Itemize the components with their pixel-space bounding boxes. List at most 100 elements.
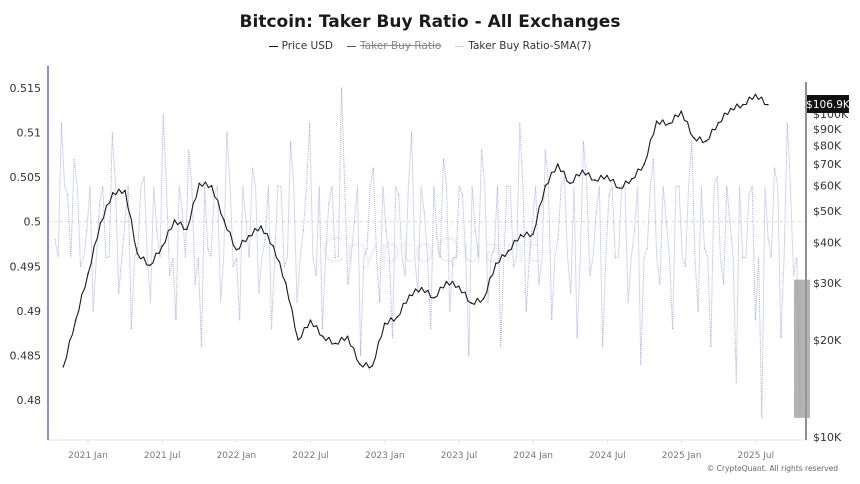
sma-point bbox=[461, 194, 464, 196]
current-price-label: $106.9K bbox=[806, 99, 851, 111]
right-axis-tick-label: $80K bbox=[813, 139, 842, 152]
sma-point bbox=[219, 301, 222, 303]
x-axis-tick-label: 2021 Jul bbox=[144, 451, 181, 461]
sma-point bbox=[442, 158, 445, 160]
sma-point bbox=[506, 185, 508, 187]
sma-point bbox=[595, 212, 597, 214]
sma-point bbox=[576, 337, 578, 339]
sma-point bbox=[60, 123, 62, 125]
sma-point bbox=[742, 256, 744, 258]
sma-point bbox=[735, 381, 737, 383]
sma-point bbox=[137, 247, 139, 250]
sma-line bbox=[54, 87, 801, 418]
x-axis-tick-label: 2023 Jul bbox=[441, 451, 478, 461]
x-axis-tick-label: 2025 Jul bbox=[737, 451, 774, 461]
sma-point bbox=[360, 354, 362, 357]
sma-point bbox=[264, 238, 266, 241]
sma-point bbox=[67, 194, 69, 196]
sma-point bbox=[589, 274, 591, 276]
sma-point bbox=[773, 167, 776, 169]
sma-point bbox=[181, 212, 183, 214]
legend-item-sma[interactable]: Taker Buy Ratio-SMA(7) bbox=[455, 40, 591, 52]
left-axis-tick-label: 0.49 bbox=[17, 305, 42, 318]
sma-point bbox=[245, 221, 247, 223]
legend-label-price: Price USD bbox=[281, 40, 333, 52]
left-axis-tick-label: 0.485 bbox=[10, 349, 42, 362]
sma-point bbox=[538, 283, 540, 285]
sma-point bbox=[366, 247, 368, 250]
sma-point bbox=[92, 310, 94, 312]
sma-point bbox=[289, 140, 292, 143]
legend-item-taker-buy-ratio[interactable]: Taker Buy Ratio bbox=[347, 40, 441, 52]
left-axis-tick-label: 0.505 bbox=[10, 171, 42, 184]
sma-point bbox=[239, 319, 241, 321]
right-axis-tick-label: $70K bbox=[813, 158, 842, 171]
sma-point bbox=[468, 354, 470, 357]
sma-point bbox=[582, 140, 585, 143]
sma-point bbox=[124, 221, 126, 223]
sma-point bbox=[296, 301, 298, 303]
sma-point bbox=[315, 274, 317, 276]
sma-point bbox=[423, 212, 425, 214]
sma-point bbox=[404, 274, 406, 276]
sma-point bbox=[385, 230, 387, 232]
sma-point bbox=[232, 265, 234, 267]
sma-point bbox=[321, 328, 324, 330]
sma-point bbox=[678, 185, 680, 187]
right-axis-tick-label: $60K bbox=[813, 180, 842, 193]
sma-point bbox=[436, 238, 438, 241]
sma-point bbox=[703, 247, 706, 250]
sma-point bbox=[697, 310, 699, 312]
sma-point bbox=[761, 417, 763, 419]
sma-point bbox=[455, 256, 457, 258]
sma-point bbox=[417, 292, 419, 294]
sma-point bbox=[162, 114, 164, 116]
sma-point bbox=[156, 230, 158, 232]
chart-title: Bitcoin: Taker Buy Ratio - All Exchanges bbox=[239, 12, 621, 32]
sma-point bbox=[86, 230, 88, 232]
sma-point bbox=[277, 185, 279, 187]
sma-point bbox=[207, 247, 209, 250]
sma-point bbox=[328, 203, 330, 205]
sma-point bbox=[748, 194, 750, 196]
sma-point bbox=[602, 345, 604, 348]
right-axis-tick-label: $10K bbox=[813, 431, 842, 444]
sma-point bbox=[793, 274, 795, 276]
sma-point bbox=[684, 265, 686, 267]
sma-point bbox=[258, 292, 260, 294]
sma-point bbox=[353, 221, 355, 223]
highlight-box bbox=[794, 279, 810, 418]
sma-point bbox=[672, 328, 674, 330]
sma-point bbox=[410, 131, 413, 134]
sma-point bbox=[347, 283, 349, 285]
sma-point bbox=[340, 87, 343, 89]
sma-point bbox=[646, 247, 648, 250]
sma-point bbox=[722, 283, 725, 285]
sma-point bbox=[493, 247, 495, 250]
sma-point bbox=[194, 283, 196, 285]
x-axis-tick-label: 2024 Jul bbox=[589, 451, 626, 461]
sma-point bbox=[531, 221, 534, 223]
sma-point bbox=[786, 123, 788, 125]
sma-point bbox=[525, 310, 527, 312]
sma-point bbox=[608, 194, 610, 196]
sma-point bbox=[379, 301, 381, 303]
sma-point bbox=[105, 256, 107, 258]
sma-point bbox=[449, 310, 451, 312]
sma-point bbox=[54, 238, 56, 241]
sma-point bbox=[780, 337, 782, 339]
sma-point bbox=[659, 283, 661, 285]
sma-point bbox=[665, 221, 667, 223]
sma-point bbox=[557, 238, 559, 241]
sma-point bbox=[627, 301, 629, 303]
legend-label-taker-buy-ratio: Taker Buy Ratio bbox=[360, 40, 442, 52]
sma-point bbox=[226, 131, 228, 134]
left-axis-tick-label: 0.5 bbox=[24, 216, 42, 229]
sma-point bbox=[118, 292, 120, 294]
copyright-notice: © CryptoQuant. All rights reserved bbox=[706, 464, 838, 473]
sma-point bbox=[98, 203, 101, 205]
sma-point bbox=[500, 345, 502, 348]
legend-item-price[interactable]: Price USD bbox=[268, 40, 333, 52]
sma-point bbox=[430, 328, 432, 330]
